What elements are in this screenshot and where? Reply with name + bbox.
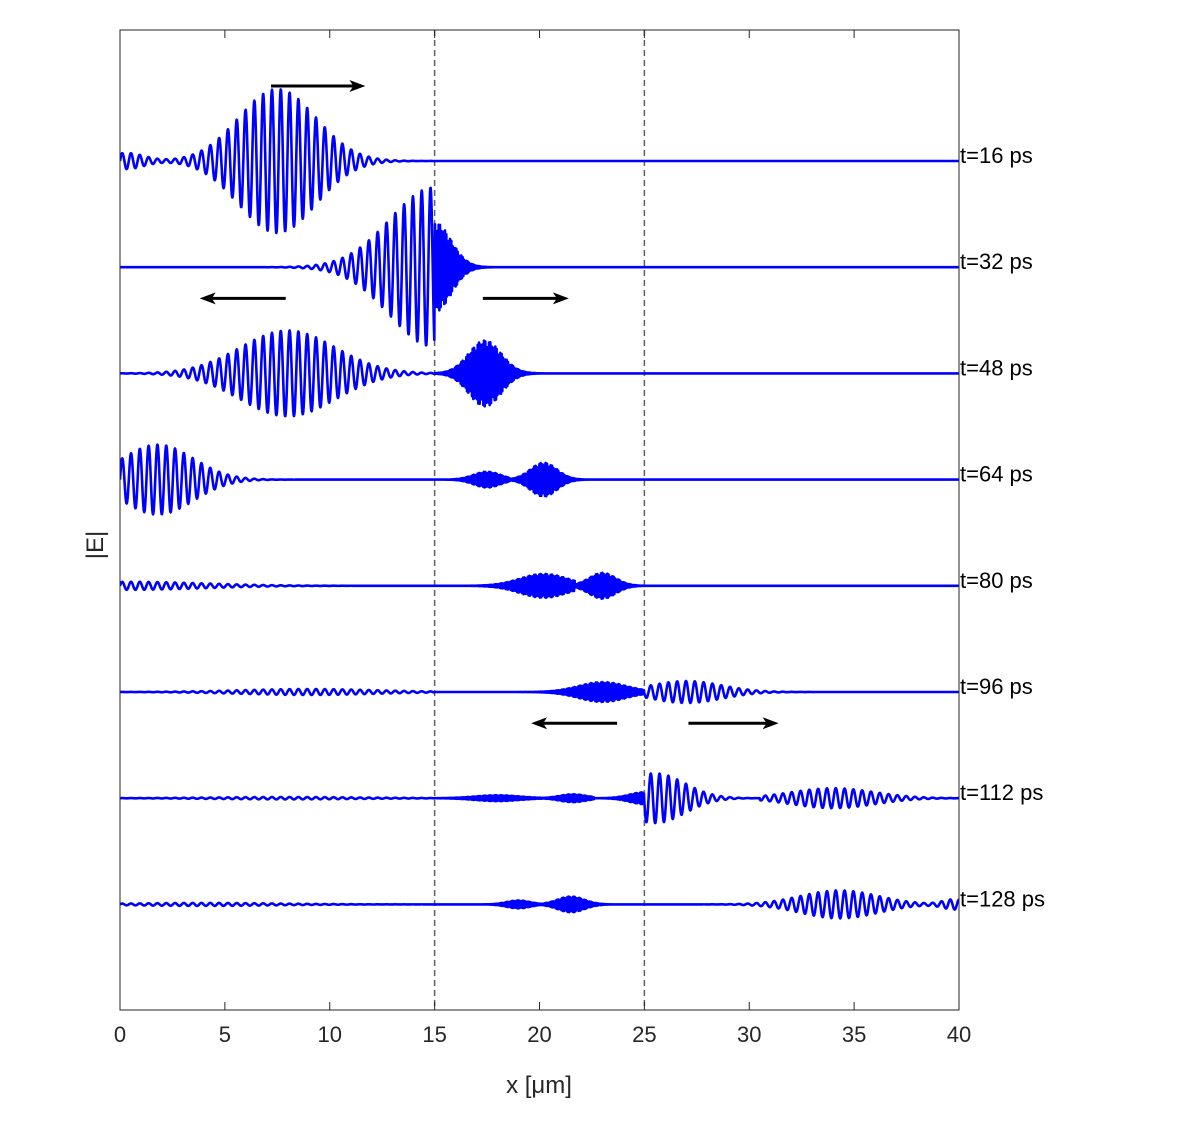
trace-line: [120, 679, 959, 705]
trace-line: [120, 329, 959, 418]
x-tick-label: 0: [114, 1022, 126, 1047]
trace-labels: t=16 ps t=32 ps t=48 ps t=64 ps t=80 ps t=96 …: [960, 143, 1045, 911]
arrow-head: [349, 80, 366, 92]
trace-label: t=96 ps: [960, 674, 1033, 699]
trace-label: t=48 ps: [960, 355, 1033, 380]
x-tick-label: 10: [318, 1022, 342, 1047]
trace-line: [120, 186, 959, 347]
plot-area: [120, 30, 959, 1010]
trace-line: [120, 772, 959, 825]
field-traces: [120, 88, 959, 920]
x-tick-label: 35: [842, 1022, 866, 1047]
x-axis-label: x [μm]: [506, 1072, 572, 1099]
x-tick-label: 15: [422, 1022, 446, 1047]
trace-line: [120, 88, 959, 235]
propagation-arrows: [199, 80, 779, 730]
trace-line: [120, 571, 959, 600]
x-tick-label: 40: [947, 1022, 971, 1047]
arrow-head: [762, 717, 779, 730]
arrow-head: [199, 292, 216, 305]
y-axis-label: |E|: [82, 531, 109, 559]
trace-label: t=32 ps: [960, 249, 1033, 274]
trace-label: t=112 ps: [960, 780, 1043, 805]
trace-line: [120, 889, 959, 920]
trace-label: t=64 ps: [960, 462, 1033, 487]
trace-label: t=80 ps: [960, 568, 1033, 593]
trace-line: [120, 443, 959, 516]
x-tick-label: 30: [737, 1022, 761, 1047]
x-tick-label: 25: [632, 1022, 656, 1047]
x-tick-label: 5: [219, 1022, 231, 1047]
arrow-head: [531, 717, 548, 730]
x-tick-label: 20: [527, 1022, 551, 1047]
trace-label: t=16 ps: [960, 143, 1033, 168]
interface-lines: [433, 30, 646, 1010]
arrow-head: [552, 292, 569, 305]
x-axis-ticks: 0 5 10 15 20 25 30 35 40: [114, 30, 971, 1047]
trace-label: t=128 ps: [960, 886, 1045, 911]
